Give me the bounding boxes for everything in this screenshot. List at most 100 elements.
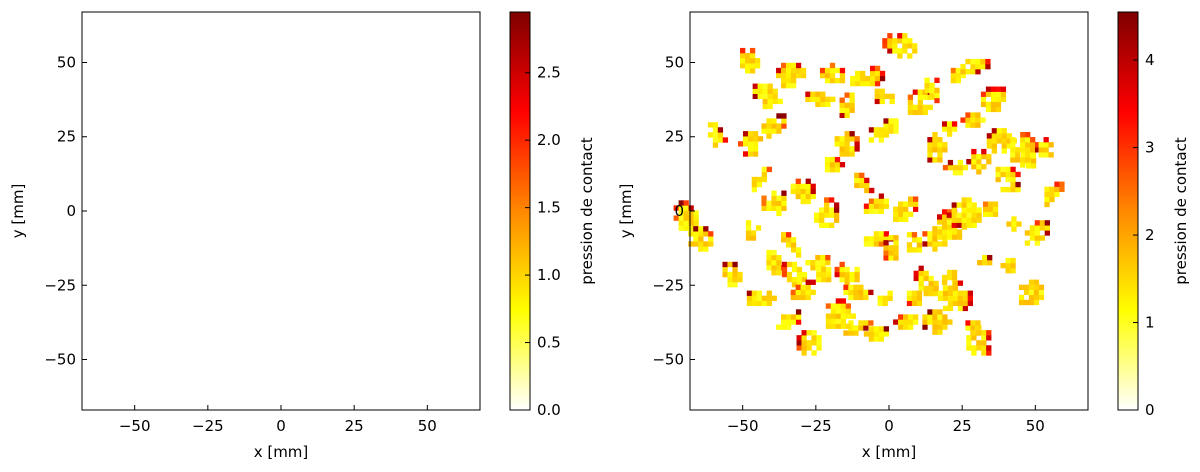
heatmap-cell <box>957 305 964 312</box>
heatmap-cell <box>1020 142 1026 148</box>
heatmap-cell <box>918 270 924 277</box>
colorbar-tick-label: 0 <box>1145 401 1155 419</box>
heatmap-cell <box>829 222 835 228</box>
heatmap-cell <box>860 75 866 82</box>
heatmap-cell <box>1005 262 1011 269</box>
heatmap-cell <box>878 236 885 242</box>
heatmap-cell <box>790 188 796 195</box>
heatmap-cell <box>824 77 831 84</box>
heatmap-cell <box>966 159 972 165</box>
heatmap-cell <box>757 88 763 94</box>
heatmap-cell <box>848 284 854 291</box>
heatmap-cell <box>746 300 753 307</box>
heatmap-cell <box>752 141 759 147</box>
heatmap-cell <box>932 319 938 325</box>
colorbar-tick-label: 2 <box>1145 226 1155 244</box>
heatmap-cell <box>941 209 948 215</box>
heatmap-cell <box>873 208 880 214</box>
heatmap-cell <box>902 43 908 49</box>
heatmap-cell <box>1010 181 1016 188</box>
heatmap-cell <box>952 295 959 301</box>
heatmap-cell <box>947 300 954 307</box>
heatmap-cell <box>752 93 758 100</box>
heatmap-cell <box>888 255 894 261</box>
heatmap-cell <box>826 271 832 278</box>
heatmap-cell <box>1044 186 1050 192</box>
heatmap-cell <box>829 77 836 84</box>
heatmap-cell <box>810 91 816 97</box>
heatmap-cell <box>745 230 752 236</box>
heatmap-cell <box>806 340 812 346</box>
heatmap-cell <box>839 261 845 268</box>
y-tick-label: 0 <box>674 202 684 220</box>
heatmap-cell <box>844 276 850 283</box>
heatmap-cell <box>776 72 782 79</box>
heatmap-cell <box>790 72 797 79</box>
heatmap-cell <box>937 319 943 325</box>
heatmap-cell <box>756 181 762 188</box>
heatmap-cell <box>805 198 811 205</box>
heatmap-cell <box>887 295 893 301</box>
heatmap-cell <box>858 294 864 301</box>
heatmap-cell <box>853 325 859 331</box>
heatmap-cell <box>975 69 981 75</box>
heatmap-cell <box>1010 157 1016 163</box>
heatmap-cell <box>932 137 938 143</box>
heatmap-cell <box>766 254 772 261</box>
heatmap-cell <box>829 212 835 218</box>
y-tick-label: −25 <box>44 276 76 294</box>
heatmap-cell <box>835 323 842 329</box>
right-y-axis-label: y [mm] <box>617 184 635 239</box>
heatmap-cell <box>762 98 768 105</box>
heatmap-cell <box>829 161 836 168</box>
heatmap-cell <box>934 77 940 83</box>
heatmap-cell <box>791 276 798 283</box>
heatmap-cell <box>844 107 850 113</box>
heatmap-cell <box>903 206 909 212</box>
heatmap-cell <box>897 53 903 59</box>
heatmap-cell <box>761 123 767 129</box>
heatmap-cell <box>892 48 898 54</box>
heatmap-cell <box>1030 147 1036 153</box>
heatmap-cell <box>965 69 971 75</box>
heatmap-cell <box>927 241 933 247</box>
heatmap-cell <box>955 72 961 79</box>
heatmap-cell <box>771 249 777 256</box>
heatmap-cell <box>1028 299 1035 306</box>
heatmap-cell <box>781 77 787 84</box>
heatmap-cell <box>693 236 699 242</box>
heatmap-cell <box>1023 289 1030 296</box>
heatmap-cell <box>903 324 909 330</box>
heatmap-cell <box>762 93 768 100</box>
colorbar-tick-label: 2.0 <box>537 131 561 149</box>
heatmap-cell <box>752 136 759 142</box>
heatmap-cell <box>917 99 923 105</box>
heatmap-cell <box>937 152 943 158</box>
x-tick-label: 0 <box>276 417 286 435</box>
heatmap-cell <box>893 235 899 241</box>
heatmap-cell <box>849 151 855 157</box>
heatmap-cell <box>776 260 782 266</box>
heatmap-cell <box>863 241 870 247</box>
heatmap-cell <box>960 63 966 70</box>
heatmap-cell <box>947 285 954 291</box>
heatmap-cell <box>810 193 816 200</box>
heatmap-cell <box>816 276 822 283</box>
heatmap-cell <box>911 232 918 238</box>
heatmap-cell <box>960 72 966 79</box>
heatmap-cell <box>848 330 854 336</box>
heatmap-cell <box>982 206 989 212</box>
heatmap-cell <box>1025 157 1031 163</box>
heatmap-cell <box>981 330 987 336</box>
heatmap-cell <box>811 340 817 346</box>
heatmap-cell <box>975 117 981 123</box>
heatmap-cell <box>815 101 821 108</box>
heatmap-cell <box>957 300 964 307</box>
heatmap-cell <box>785 77 792 84</box>
heatmap-cell <box>732 271 738 278</box>
heatmap-cell <box>1043 137 1049 143</box>
heatmap-cell <box>751 300 758 307</box>
heatmap-cell <box>815 96 821 102</box>
heatmap-cell <box>990 106 997 113</box>
heatmap-cell <box>956 212 962 218</box>
